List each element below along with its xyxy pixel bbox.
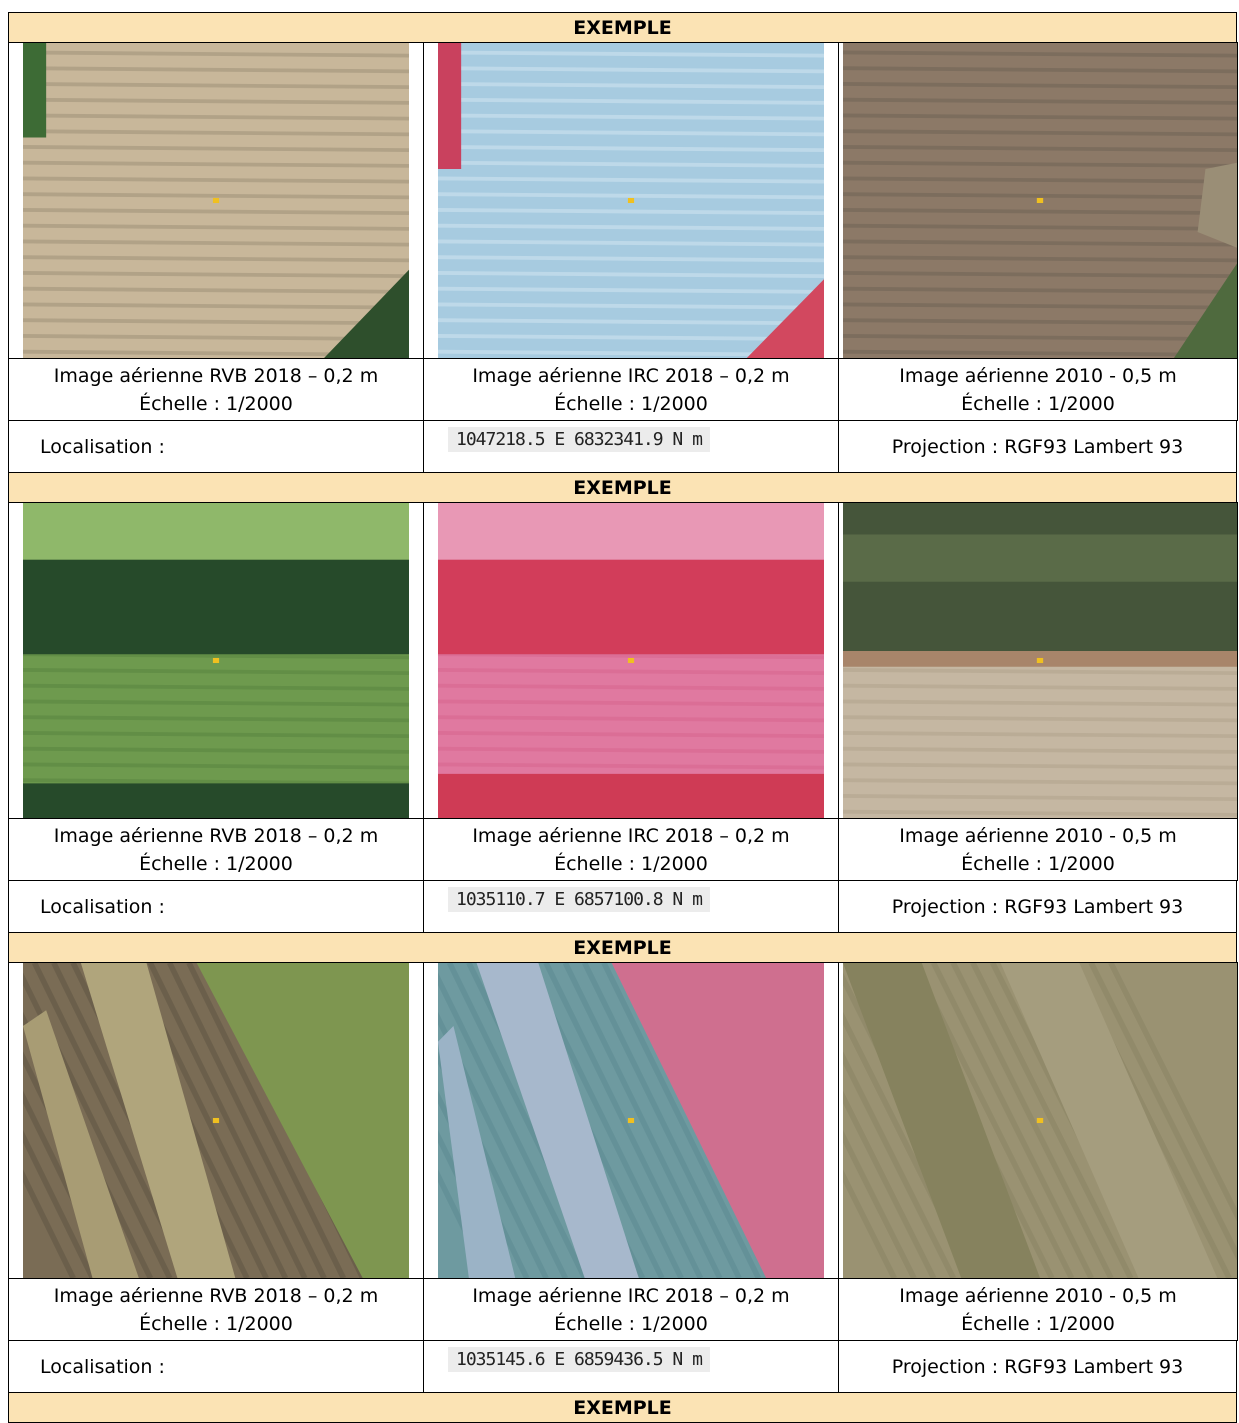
aerial-image: [438, 963, 824, 1278]
coordinates-cell: 1035145.6 E 6859436.5 N m: [423, 1340, 839, 1393]
projection-cell: Projection : RGF93 Lambert 93: [838, 1340, 1237, 1393]
image-caption: Image aérienne 2010 - 0,5 m: [899, 365, 1177, 387]
aerial-image: [438, 503, 824, 818]
localisation-cell: Localisation :: [8, 1340, 424, 1393]
image-caption: Image aérienne IRC 2018 – 0,2 m: [472, 1285, 790, 1307]
coordinates: 1035110.7 E 6857100.8 N m: [448, 887, 710, 912]
projection-cell: Projection : RGF93 Lambert 93: [838, 420, 1237, 473]
image-caption: Image aérienne 2010 - 0,5 m: [899, 1285, 1177, 1307]
image-caption: Image aérienne RVB 2018 – 0,2 m: [53, 825, 379, 847]
section-header: EXEMPLE: [8, 12, 1237, 43]
caption-cell: Image aérienne IRC 2018 – 0,2 m Échelle :…: [423, 818, 839, 881]
section-header: EXEMPLE: [8, 472, 1237, 503]
image-scale: Échelle : 1/2000: [139, 853, 293, 875]
aerial-image: [23, 43, 409, 358]
image-scale: Échelle : 1/2000: [139, 393, 293, 415]
image-scale: Échelle : 1/2000: [961, 393, 1115, 415]
caption-cell: Image aérienne 2010 - 0,5 m Échelle : 1/2…: [838, 1278, 1238, 1341]
image-scale: Échelle : 1/2000: [961, 1313, 1115, 1335]
localisation-label: Localisation :: [40, 1355, 165, 1378]
caption-cell: Image aérienne RVB 2018 – 0,2 m Échelle :…: [8, 1278, 424, 1341]
coordinates: 1035145.6 E 6859436.5 N m: [448, 1347, 710, 1372]
localisation-label: Localisation :: [40, 895, 165, 918]
caption-cell: Image aérienne 2010 - 0,5 m Échelle : 1/2…: [838, 358, 1238, 421]
projection: Projection : RGF93 Lambert 93: [891, 435, 1184, 458]
coordinates-cell: 1035110.7 E 6857100.8 N m: [423, 880, 839, 933]
coordinates: 1047218.5 E 6832341.9 N m: [448, 427, 710, 452]
image-scale: Échelle : 1/2000: [554, 853, 708, 875]
image-caption: Image aérienne RVB 2018 – 0,2 m: [53, 1285, 379, 1307]
caption-cell: Image aérienne RVB 2018 – 0,2 m Échelle :…: [8, 818, 424, 881]
localisation-label: Localisation :: [40, 435, 165, 458]
caption-cell: Image aérienne 2010 - 0,5 m Échelle : 1/2…: [838, 818, 1238, 881]
aerial-image: [843, 43, 1237, 358]
image-caption: Image aérienne RVB 2018 – 0,2 m: [53, 365, 379, 387]
localisation-cell: Localisation :: [8, 880, 424, 933]
caption-cell: Image aérienne IRC 2018 – 0,2 m Échelle :…: [423, 1278, 839, 1341]
caption-cell: Image aérienne IRC 2018 – 0,2 m Échelle :…: [423, 358, 839, 421]
image-caption: Image aérienne 2010 - 0,5 m: [899, 825, 1177, 847]
projection: Projection : RGF93 Lambert 93: [891, 895, 1184, 918]
section-header: EXEMPLE: [8, 1392, 1237, 1423]
image-scale: Échelle : 1/2000: [554, 1313, 708, 1335]
projection: Projection : RGF93 Lambert 93: [891, 1355, 1184, 1378]
aerial-image: [438, 43, 824, 358]
aerial-image: [23, 503, 409, 818]
localisation-cell: Localisation :: [8, 420, 424, 473]
caption-cell: Image aérienne RVB 2018 – 0,2 m Échelle :…: [8, 358, 424, 421]
image-caption: Image aérienne IRC 2018 – 0,2 m: [472, 825, 790, 847]
image-scale: Échelle : 1/2000: [554, 393, 708, 415]
aerial-image: [23, 963, 409, 1278]
section-header: EXEMPLE: [8, 932, 1237, 963]
image-caption: Image aérienne IRC 2018 – 0,2 m: [472, 365, 790, 387]
coordinates-cell: 1047218.5 E 6832341.9 N m: [423, 420, 839, 473]
projection-cell: Projection : RGF93 Lambert 93: [838, 880, 1237, 933]
image-scale: Échelle : 1/2000: [139, 1313, 293, 1335]
image-scale: Échelle : 1/2000: [961, 853, 1115, 875]
aerial-image: [843, 963, 1237, 1278]
aerial-image: [843, 503, 1237, 818]
